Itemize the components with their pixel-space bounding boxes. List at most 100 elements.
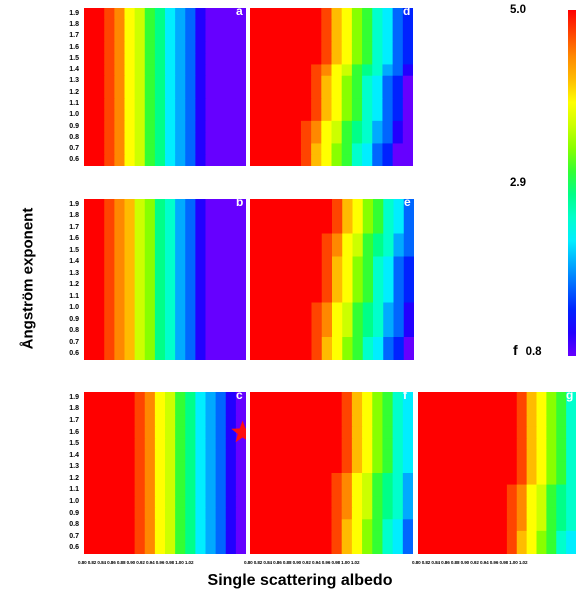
heatmap-cell — [250, 75, 261, 88]
heatmap-cell — [260, 19, 271, 32]
heatmap-cell — [331, 98, 343, 111]
heatmap-cell — [154, 426, 166, 439]
heatmap-cell — [235, 132, 246, 145]
heatmap-cell — [235, 519, 246, 532]
heatmap-cell — [144, 53, 156, 66]
heatmap-cell — [546, 392, 557, 405]
heatmap-cell — [175, 87, 186, 99]
heatmap-cell — [280, 392, 292, 405]
heatmap-cell — [301, 222, 313, 235]
heatmap-cell — [175, 403, 186, 416]
heatmap-cell — [321, 325, 333, 338]
heatmap-panel-d — [250, 8, 413, 166]
heatmap-cell — [497, 403, 508, 416]
heatmap-cell — [352, 268, 364, 281]
heatmap-cell — [270, 120, 282, 133]
y-tick-label: 0.9 — [69, 509, 79, 517]
heatmap-cell — [84, 461, 95, 474]
y-tick-label: 1.7 — [69, 32, 79, 40]
heatmap-cell — [154, 199, 166, 212]
heatmap-cell — [235, 109, 246, 122]
y-tick-label: 0.7 — [69, 532, 79, 540]
heatmap-cell — [175, 392, 186, 405]
heatmap-cell — [311, 222, 323, 235]
heatmap-cell — [165, 132, 176, 145]
y-tick-label: 1.3 — [69, 77, 79, 85]
heatmap-cell — [175, 325, 186, 338]
heatmap-cell — [235, 210, 246, 223]
heatmap-cell — [185, 449, 196, 463]
heatmap-cell — [566, 449, 576, 463]
heatmap-cell — [84, 415, 95, 428]
heatmap-cell — [311, 348, 323, 360]
heatmap-cell — [94, 210, 105, 223]
heatmap-cell — [84, 325, 95, 338]
heatmap-cell — [546, 542, 557, 554]
heatmap-cell — [215, 302, 227, 315]
heatmap-cell — [124, 542, 136, 554]
heatmap-cell — [260, 222, 272, 235]
heatmap-cell — [94, 233, 105, 246]
heatmap-cell — [154, 30, 166, 43]
heatmap-cell — [341, 507, 353, 520]
heatmap-cell — [250, 291, 261, 304]
heatmap-cell — [351, 41, 363, 54]
heatmap-cell — [260, 98, 271, 111]
heatmap-cell — [124, 302, 136, 315]
panel-label-e: e — [404, 195, 411, 209]
heatmap-cell — [352, 199, 364, 212]
heatmap-cell — [195, 426, 207, 439]
heatmap-cell — [290, 530, 302, 544]
heatmap-cell — [165, 337, 176, 350]
heatmap-cell — [392, 415, 404, 428]
heatmap-cell — [362, 392, 373, 405]
heatmap-cell — [215, 291, 227, 304]
heatmap-cell — [144, 8, 156, 20]
heatmap-cell — [382, 507, 394, 520]
heatmap-cell — [457, 461, 468, 474]
heatmap-cell — [94, 314, 105, 327]
heatmap-cell — [165, 53, 176, 66]
heatmap-cell — [114, 64, 126, 77]
heatmap-cell — [144, 449, 156, 463]
heatmap-cell — [195, 348, 207, 360]
heatmap-cell — [124, 98, 136, 111]
heatmap-cell — [372, 154, 384, 166]
heatmap-cell — [205, 154, 217, 166]
heatmap-cell — [526, 426, 538, 439]
heatmap-cell — [290, 154, 302, 166]
heatmap-cell — [311, 75, 322, 88]
heatmap-cell — [311, 245, 323, 258]
heatmap-cell — [487, 542, 498, 554]
heatmap-cell — [392, 403, 404, 416]
heatmap-cell — [114, 87, 126, 99]
heatmap-cell — [205, 291, 217, 304]
heatmap-cell — [372, 87, 384, 99]
heatmap-cell — [373, 302, 384, 315]
panel-label-a: a — [236, 4, 243, 18]
heatmap-cell — [402, 120, 413, 133]
heatmap-cell — [487, 530, 498, 544]
heatmap-cell — [290, 542, 302, 554]
heatmap-cell — [392, 75, 404, 88]
heatmap-cell — [215, 30, 227, 43]
heatmap-cell — [351, 496, 363, 509]
heatmap-cell — [104, 279, 115, 292]
heatmap-cell — [506, 542, 518, 554]
heatmap-cell — [225, 507, 237, 520]
heatmap-cell — [341, 473, 353, 486]
heatmap-cell — [235, 268, 246, 281]
heatmap-svg-b — [84, 199, 246, 360]
heatmap-cell — [225, 415, 237, 428]
heatmap-cell — [205, 53, 217, 66]
heatmap-cell — [270, 222, 282, 235]
heatmap-cell — [447, 473, 459, 486]
heatmap-cell — [393, 268, 405, 281]
heatmap-cell — [205, 415, 217, 428]
heatmap-cell — [392, 98, 404, 111]
heatmap-cell — [301, 233, 313, 246]
heatmap-cell — [215, 507, 227, 520]
heatmap-cell — [447, 507, 459, 520]
heatmap-cell — [536, 403, 547, 416]
heatmap-cell — [351, 87, 363, 99]
